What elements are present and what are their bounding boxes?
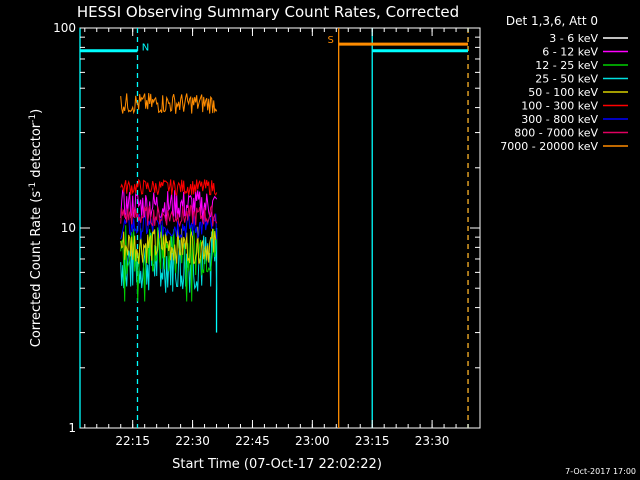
legend-label: 3 - 6 keV: [549, 32, 598, 45]
x-axis: 22:15 22:30 22:45 23:00 23:15 23:30: [84, 28, 469, 448]
x-tick-label: 23:00: [295, 434, 330, 448]
flag-label: N: [142, 43, 149, 54]
legend-label: 6 - 12 keV: [542, 46, 598, 59]
x-tick-label: 23:15: [355, 434, 390, 448]
flag-label: S: [328, 35, 334, 46]
y-tick-label: 10: [61, 221, 76, 235]
y-axis: 1 10 100: [53, 21, 480, 435]
legend-header: Det 1,3,6, Att 0: [506, 14, 598, 28]
series-trace: [120, 204, 218, 228]
legend-label: 12 - 25 keV: [535, 59, 598, 72]
legend-label: 800 - 7000 keV: [514, 127, 598, 140]
x-tick-label: 22:45: [235, 434, 270, 448]
footer-date: 7-Oct-2017 17:00: [565, 467, 636, 476]
y-axis-label: Corrected Count Rate (s-1 detector-1): [28, 109, 44, 347]
legend-label: 300 - 800 keV: [521, 113, 598, 126]
series-trace: [120, 226, 218, 265]
series-trace: [120, 105, 218, 133]
series-trace: [120, 178, 218, 197]
legend-label: 100 - 300 keV: [521, 100, 598, 113]
legend-label: 25 - 50 keV: [535, 73, 598, 86]
x-tick-label: 22:15: [115, 434, 150, 448]
series-trace: [120, 93, 218, 115]
legend-label: 7000 - 20000 keV: [500, 140, 598, 153]
x-tick-label: 23:30: [415, 434, 450, 448]
y-tick-label: 100: [53, 21, 76, 35]
series-trace: [120, 212, 218, 240]
legend-label: 50 - 100 keV: [528, 86, 598, 99]
y-tick-label: 1: [68, 421, 76, 435]
chart-title: HESSI Observing Summary Count Rates, Cor…: [77, 3, 459, 21]
plot-area: NS: [79, 27, 481, 429]
black-trace-region: [121, 111, 217, 127]
x-tick-label: 22:30: [175, 434, 210, 448]
x-axis-label: Start Time (07-Oct-17 22:02:22): [172, 457, 382, 472]
